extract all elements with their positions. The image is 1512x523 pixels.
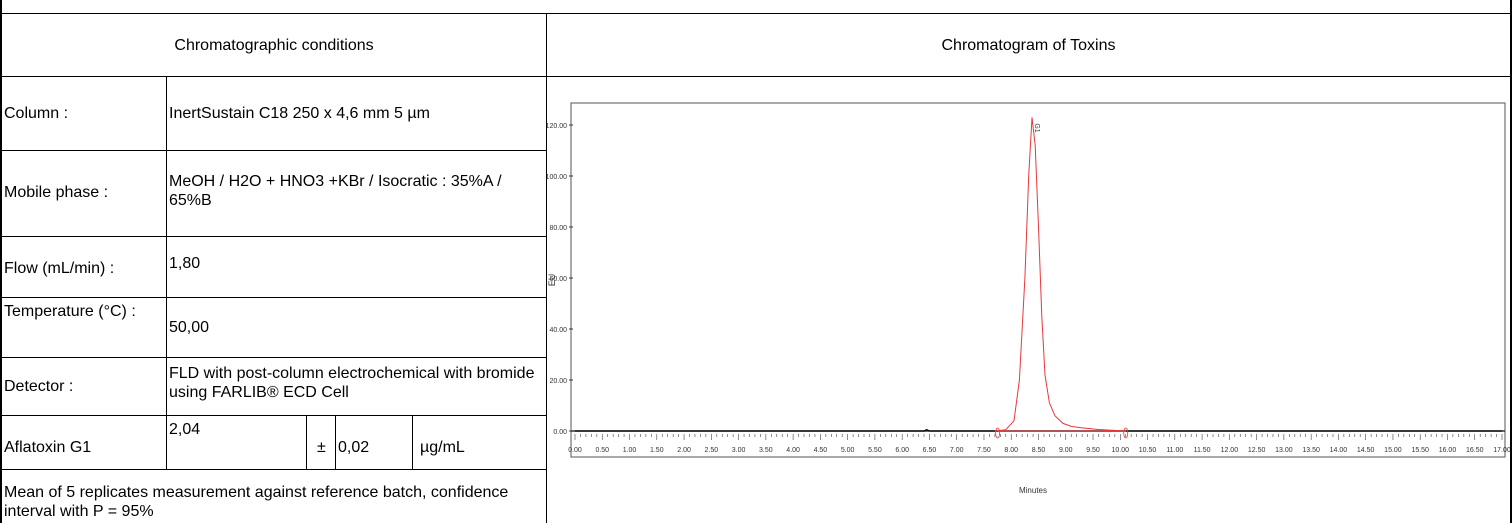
x-tick-label: 17.00 [1493,447,1510,454]
row-line [0,469,546,470]
footnote: Mean of 5 replicates measurement against… [4,484,509,520]
temperature-label: Temperature (°C) : [4,303,136,320]
mobile-phase-label: Mobile phase : [4,184,109,201]
border-middle [546,13,547,523]
flow-label: Flow (mL/min) : [4,260,115,277]
x-tick-label: 14.50 [1357,447,1375,454]
conditions-header: Chromatographic conditions [174,37,374,54]
col-line [335,415,336,469]
x-tick-label: 11.00 [1166,447,1183,454]
mobile-phase-value: MeOH / H2O + HNO3 +KBr / Isocratic : 35%… [169,173,502,209]
x-tick-label: 14.00 [1330,447,1348,454]
x-tick-label: 4.00 [786,447,800,454]
x-axis-label: Minutes [1019,486,1047,495]
y-tick-label: 100.00 [547,174,567,181]
series-line-1 [994,117,1126,432]
x-tick-label: 5.00 [841,447,855,454]
border-top [0,13,1512,14]
col-line [306,415,307,469]
detector-value: FLD with post-column electrochemical wit… [169,365,535,401]
temperature-value: 50,00 [169,319,210,336]
x-tick-label: 8.00 [1004,447,1018,454]
x-tick-label: 6.00 [895,447,909,454]
x-tick-label: 7.00 [950,447,964,454]
baseline-marker [1123,427,1129,439]
border-header [0,76,1512,77]
x-tick-label: 9.00 [1059,447,1073,454]
result-value: 2,04 [169,421,201,438]
uncertainty-value: 0,02 [338,439,370,456]
row-line [0,150,546,151]
x-tick-label: 7.50 [977,447,991,454]
y-axis-label: EU [547,274,557,287]
peak-label: G1 [1033,123,1040,132]
chromatogram-header: Chromatogram of Toxins [941,37,1116,54]
baseline-marker [995,427,1001,439]
plus-minus-sign: ± [317,439,326,456]
col-line [412,415,413,469]
chromatogram-chart: 0.00 20.00 40.00 60.00 80.00 100.00 120.00 0.0… [547,102,1510,495]
flow-value: 1,80 [169,255,201,272]
x-tick-label: 16.00 [1439,447,1457,454]
x-tick-label: 3.50 [759,447,773,454]
border-left [0,0,2,523]
x-tick-label: 13.00 [1275,447,1293,454]
x-tick-label: 2.50 [705,447,719,454]
row-line [0,357,546,358]
row-line [0,415,546,416]
unit-label: µg/mL [420,439,465,456]
x-tick-label: 0.00 [568,447,582,454]
x-tick-label: 1.50 [650,447,664,454]
x-tick-label: 4.50 [814,447,828,454]
y-tick-label: 80.00 [549,225,567,232]
detector-label: Detector : [4,378,74,395]
x-tick-label: 3.00 [732,447,746,454]
x-tick-label: 15.00 [1384,447,1402,454]
y-tick-label: 60.00 [549,276,567,283]
x-tick-label: 1.00 [623,447,637,454]
plot-frame [570,102,1506,458]
col-line [166,76,167,469]
x-tick-label: 11.50 [1194,447,1211,454]
x-tick-label: 15.50 [1411,447,1429,454]
column-label: Column : [4,105,69,122]
x-tick-label: 8.50 [1032,447,1046,454]
border-right [1510,0,1512,523]
row-line [0,297,546,298]
x-tick-label: 13.50 [1302,447,1320,454]
x-tick-label: 12.50 [1248,447,1266,454]
x-tick-label: 2.00 [677,447,691,454]
x-tick-label: 6.50 [923,447,937,454]
y-tick-label: 20.00 [549,378,567,385]
row-line [0,236,546,237]
analyte-name: Aflatoxin G1 [4,439,92,456]
y-tick-label: 0.00 [553,429,567,436]
x-tick-label: 10.50 [1139,447,1157,454]
x-tick-label: 9.50 [1086,447,1100,454]
x-tick-label: 16.50 [1466,447,1484,454]
y-tick-label: 120.00 [547,123,567,130]
x-tick-label: 0.50 [595,447,609,454]
x-tick-label: 12.00 [1221,447,1239,454]
x-tick-label: 10.00 [1112,447,1130,454]
y-tick-label: 40.00 [549,327,567,334]
x-tick-label: 5.50 [868,447,882,454]
column-value: InertSustain C18 250 x 4,6 mm 5 µm [169,105,430,122]
